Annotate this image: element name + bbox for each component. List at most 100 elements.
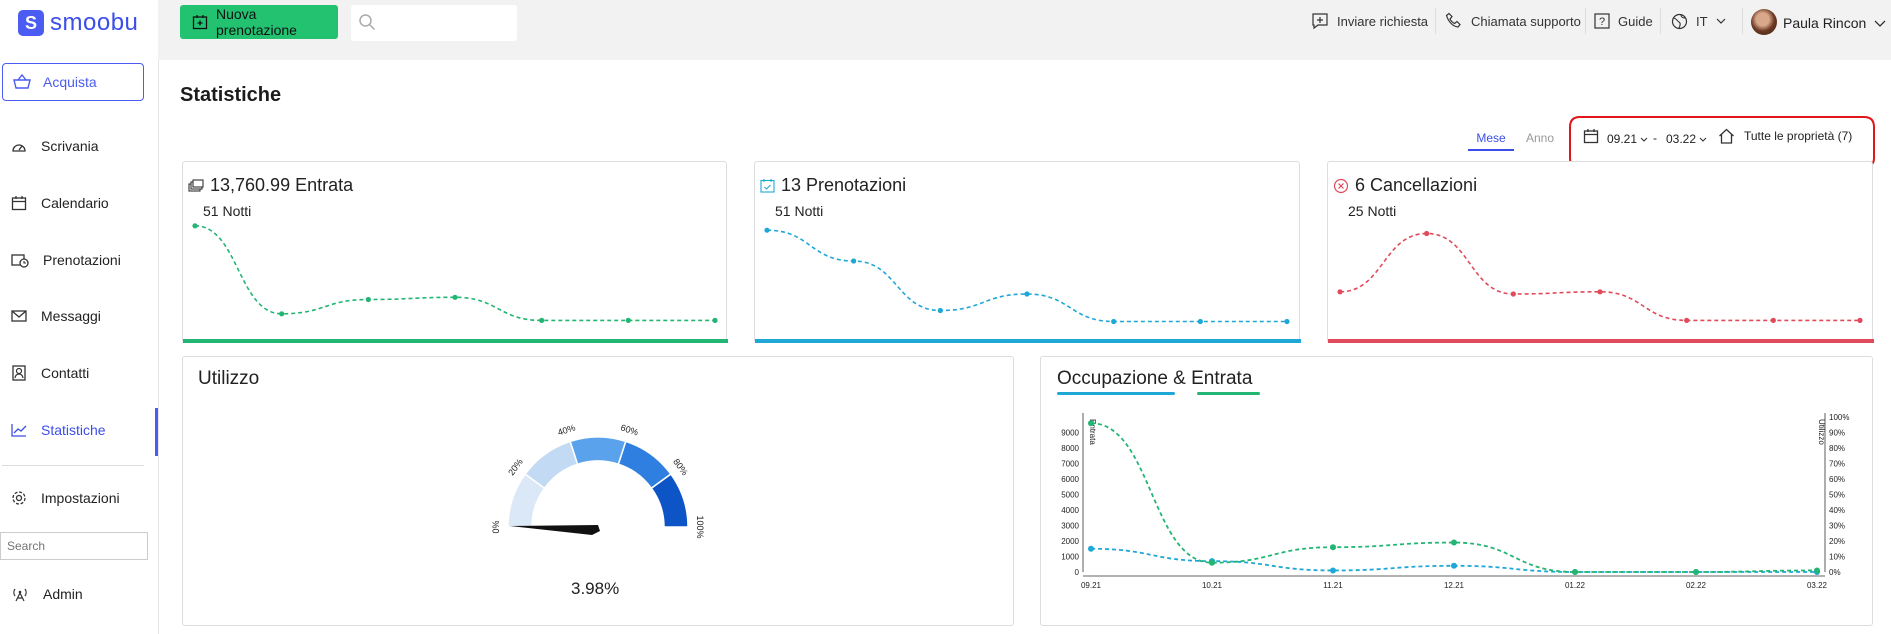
sidebar-search-input[interactable] [0,532,148,560]
sidebar-item-messaggi[interactable]: Messaggi [0,301,156,331]
revenue-sparkline [183,223,728,343]
series-point-entrata[interactable] [1572,569,1578,575]
tab-month[interactable]: Mese [1468,131,1514,151]
date-to: 03.22 [1666,132,1697,146]
bookings-value: 13 Prenotazioni [781,175,907,195]
svg-text:?: ? [1599,16,1605,28]
date-to-select[interactable]: 03.22 [1666,132,1707,146]
series-point-occupazione[interactable] [1451,562,1457,569]
y-tick-label: 8000 [1061,444,1079,453]
revenue-title: 13,760.99 Entrata [188,175,353,196]
bookings-point[interactable] [1197,318,1203,325]
cancellations-point[interactable] [1770,317,1776,323]
date-separator: - [1653,131,1657,145]
buy-label: Acquista [43,74,97,90]
series-point-occupazione[interactable] [1088,545,1094,552]
y2-tick-label: 100% [1829,413,1849,422]
series-point-occupazione[interactable] [1330,567,1336,574]
bookings-point[interactable] [1284,318,1290,325]
series-point-entrata[interactable] [1088,420,1094,427]
cancellations-point[interactable] [1857,317,1863,323]
chart-title: Occupazione & Entrata [1057,368,1253,389]
revenue-point[interactable] [279,311,285,317]
revenue-point[interactable] [192,223,198,229]
properties-select[interactable]: Tutte le proprietà (7) [1718,128,1852,144]
cancellations-point[interactable] [1684,317,1690,323]
bookings-point[interactable] [1024,291,1030,297]
gauge-tick-label: 0% [491,520,501,533]
send-request-link[interactable]: Inviare richiesta [1311,10,1428,32]
revenue-nights: 51 Notti [203,203,252,219]
revenue-point[interactable] [625,317,631,323]
language-selector[interactable]: IT [1671,10,1726,32]
sidebar-item-admin[interactable]: Admin [0,579,156,609]
legend-occupancy[interactable] [1057,392,1175,395]
top-search-input[interactable] [351,5,517,41]
occupancy-revenue-card: Occupazione & Entrata 0 1000 2000 3000 4000 5… [1040,356,1873,626]
y2-tick-label: 60% [1829,475,1845,484]
calendar-icon [11,195,27,211]
user-name: Paula Rincon [1783,15,1867,31]
sidebar-item-impostazioni[interactable]: Impostazioni [0,483,156,513]
cancellations-point[interactable] [1597,289,1603,295]
series-point-entrata[interactable] [1814,567,1820,574]
series-point-entrata[interactable] [1451,539,1457,546]
new-booking-button[interactable]: Nuova prenotazione [180,5,338,39]
series-point-entrata[interactable] [1209,559,1215,566]
guides-link[interactable]: ? Guide [1594,10,1653,32]
series-point-entrata[interactable] [1330,544,1336,551]
bookings-point[interactable] [764,227,770,233]
y-tick-label: 6000 [1061,475,1079,484]
revenue-point[interactable] [539,317,545,323]
x-tick-label: 02.22 [1686,581,1707,590]
support-call-link[interactable]: Chiamata supporto [1445,10,1581,32]
bookings-baseline [755,339,1301,343]
bookings-point[interactable] [937,307,943,314]
usage-gauge: 0% 20% 40% 60% 80% 100% [491,422,705,538]
contacts-icon [11,365,27,381]
cancellations-point[interactable] [1337,289,1343,295]
tab-year[interactable]: Anno [1526,131,1555,145]
series-point-entrata[interactable] [1693,569,1699,575]
date-from-select[interactable]: 09.21 [1607,132,1648,146]
revenue-line [194,225,715,322]
buy-button[interactable]: Acquista [2,63,144,101]
new-booking-label: Nuova prenotazione [216,6,297,38]
occupancy-revenue-chart: 0 1000 2000 3000 4000 5000 6000 7000 8000 9000 0% 1… [1061,413,1849,590]
y2-tick-label: 20% [1829,537,1845,546]
x-tick-label: 10.21 [1202,581,1223,590]
cancellations-point[interactable] [1510,291,1516,297]
bookings-points [764,227,1290,325]
sidebar-item-calendario[interactable]: Calendario [0,188,156,218]
bookings-card: 13 Prenotazioni 51 Notti [754,161,1301,343]
sidebar-item-scrivania[interactable]: Scrivania [0,131,156,161]
cancellations-line [1339,232,1860,322]
smoobu-logo[interactable]: S smoobu [18,8,138,38]
sidebar-item-label: Prenotazioni [43,252,121,268]
money-stack-icon [188,178,204,193]
bookings-title: 13 Prenotazioni [760,175,906,196]
bookings-point[interactable] [1111,318,1117,325]
y-axis-label: Entrata [1088,419,1097,445]
revenue-point[interactable] [365,296,371,303]
user-menu[interactable]: Paula Rincon [1783,12,1886,34]
cancel-circle-icon [1333,178,1349,194]
gauge-tick-label: 80% [671,457,690,477]
cancellations-point[interactable] [1424,230,1430,237]
sidebar-item-prenotazioni[interactable]: Prenotazioni [0,245,156,275]
sidebar-item-contatti[interactable]: Contatti [0,358,156,388]
calendar-plus-icon [192,14,208,30]
logo-text: smoobu [50,9,139,36]
guides-label: Guide [1618,13,1653,29]
y2-tick-label: 90% [1829,429,1845,438]
bookings-point[interactable] [851,258,857,264]
y2-tick-label: 10% [1829,553,1845,562]
y-tick-label: 2000 [1061,537,1079,546]
revenue-point[interactable] [712,317,718,323]
bookings-sparkline [755,227,1301,343]
avatar[interactable] [1751,9,1777,35]
legend-revenue[interactable] [1197,392,1260,395]
y-tick-label: 0 [1075,568,1080,577]
sidebar-item-statistiche[interactable]: Statistiche [0,415,156,445]
revenue-point[interactable] [452,294,458,300]
